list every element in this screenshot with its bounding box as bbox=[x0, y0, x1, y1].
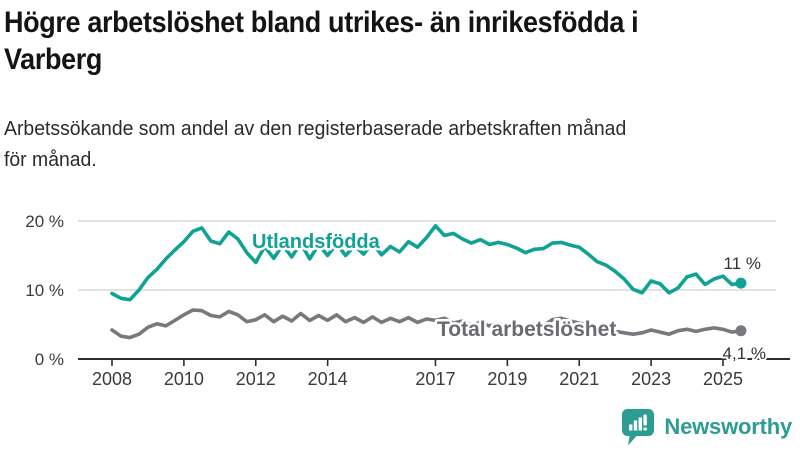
x-axis bbox=[78, 358, 790, 366]
logo-speech-bubble bbox=[622, 409, 655, 446]
series-line-total-arbetsloshet bbox=[110, 308, 743, 340]
y-tick-label-0: 0 % bbox=[35, 350, 64, 369]
chart-title-line1: Högre arbetslöshet bland utrikes- än inr… bbox=[4, 6, 639, 39]
x-tick-label-2023: 2023 bbox=[631, 369, 671, 389]
x-tick-label-2008: 2008 bbox=[92, 369, 132, 389]
x-tick-label-2014: 2014 bbox=[308, 369, 348, 389]
series-label-total-arbetsloshet: Total arbetslöshet bbox=[437, 318, 616, 341]
series-end-dot-utlandsfodda bbox=[735, 277, 747, 289]
chart-title-line2: Varberg bbox=[4, 43, 103, 76]
logo-bar-chart-glyph bbox=[629, 414, 648, 431]
x-tick-label-2025: 2025 bbox=[703, 369, 743, 389]
chart-subtitle-line2: för månad. bbox=[4, 149, 97, 171]
x-tick-label-2019: 2019 bbox=[487, 369, 527, 389]
unemployment-line-chart: 0 % 10 % 20 % 2008 2010 2012 2014 2017 2019 2021 2… bbox=[25, 212, 790, 389]
end-value-label-total-arbetsloshet: 4,1 % bbox=[723, 344, 766, 363]
y-tick-label-20: 20 % bbox=[25, 212, 64, 231]
y-tick-label-10: 10 % bbox=[25, 281, 64, 300]
chart-title: Högre arbetslöshet bland utrikes- än inr… bbox=[4, 4, 639, 78]
gridlines bbox=[78, 220, 776, 291]
x-tick-label-2010: 2010 bbox=[164, 369, 204, 389]
series-end-dot-total-arbetsloshet bbox=[735, 325, 747, 337]
series-lines bbox=[110, 223, 747, 340]
x-tick-label-2017: 2017 bbox=[415, 369, 455, 389]
series-line-utlandsfodda bbox=[110, 223, 743, 302]
chart-subtitle: Arbetssökande som andel av den registerb… bbox=[4, 114, 626, 176]
series-label-utlandsfodda: Utlandsfödda bbox=[252, 231, 381, 253]
chart-subtitle-line1: Arbetssökande som andel av den registerb… bbox=[4, 118, 627, 140]
newsworthy-logo[interactable]: Newsworthy bbox=[621, 408, 792, 446]
newsworthy-logo-text: Newsworthy bbox=[664, 414, 792, 439]
x-tick-label-2021: 2021 bbox=[559, 369, 599, 389]
x-tick-label-2012: 2012 bbox=[236, 369, 276, 389]
end-value-label-utlandsfodda: 11 % bbox=[724, 254, 762, 273]
chart-labels: 0 % 10 % 20 % 2008 2010 2012 2014 2017 2019 2021 2… bbox=[25, 212, 768, 389]
newsworthy-logo-icon bbox=[622, 409, 655, 446]
